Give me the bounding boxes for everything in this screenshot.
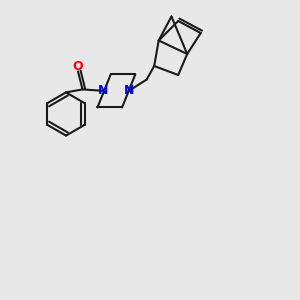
Text: N: N (124, 84, 134, 97)
Text: N: N (98, 84, 109, 97)
Text: O: O (73, 59, 83, 73)
